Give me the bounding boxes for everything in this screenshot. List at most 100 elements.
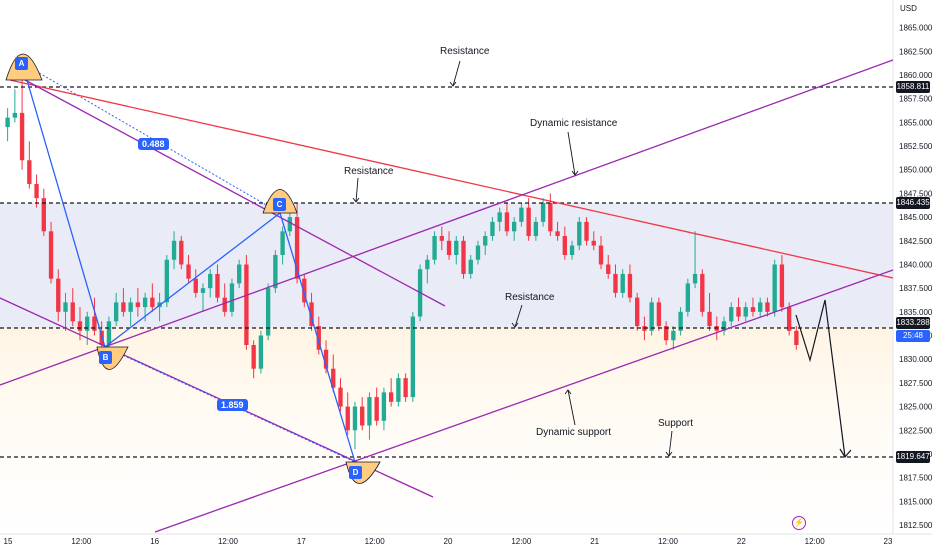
price-tag-1833[interactable]: 1833.288: [896, 317, 930, 329]
candle-body: [360, 406, 365, 426]
price-tick-label: 1860.000: [899, 71, 932, 80]
ratio-label-bd[interactable]: 1.859: [217, 399, 248, 411]
candle-body: [374, 397, 379, 421]
candle-body: [692, 273, 698, 284]
pivot-c-label[interactable]: C: [273, 198, 286, 211]
pivot-b-label[interactable]: B: [99, 351, 112, 364]
projection-arrowhead: [839, 448, 852, 459]
candle-body: [540, 202, 546, 222]
candle-body: [548, 202, 553, 232]
countdown-tag[interactable]: 25:48: [896, 330, 930, 342]
candle-body: [56, 278, 61, 312]
candle-body: [743, 307, 748, 317]
candle-body: [584, 221, 589, 241]
pivot-d-label[interactable]: D: [349, 466, 362, 479]
candle-body: [12, 112, 18, 118]
candle-body: [171, 240, 177, 260]
ratio-label-ac[interactable]: 0.488: [138, 138, 169, 150]
upper-channel-line[interactable]: [0, 59, 894, 386]
annotation-resistance-low[interactable]: Resistance: [505, 292, 555, 303]
time-tick-label: 17: [297, 537, 306, 546]
time-tick-label: 12:00: [365, 537, 386, 546]
lower-channel-line[interactable]: [154, 269, 894, 533]
candle-body: [273, 255, 278, 289]
candle-body: [490, 221, 495, 237]
candle-body: [302, 278, 307, 303]
candle-body: [142, 297, 148, 308]
candle-body: [403, 378, 408, 398]
price-tag-1819[interactable]: 1819.647: [896, 451, 930, 463]
price-tick-label: 1822.500: [899, 426, 932, 435]
candle-body: [294, 217, 300, 279]
candle-body: [258, 335, 264, 369]
time-tick-label: 12:00: [511, 537, 532, 546]
candle-body: [396, 378, 401, 402]
price-tick-label: 1840.000: [899, 260, 932, 269]
candle-body: [5, 117, 10, 128]
candle-body: [92, 316, 97, 331]
price-tick-label: 1830.000: [899, 355, 932, 364]
price-tag-1846[interactable]: 1846.435: [896, 197, 930, 209]
time-axis[interactable]: 15 12:00 16 12:00 17 12:00 20 12:00 21 12:00 22 12:…: [4, 537, 893, 546]
candle-body: [461, 240, 466, 274]
candle-body: [70, 302, 75, 322]
horizontal-levels[interactable]: [0, 86, 893, 458]
candle-body: [265, 288, 271, 336]
price-tick-label: 1852.500: [899, 142, 932, 151]
candle-body: [237, 264, 242, 284]
annotation-resistance-mid[interactable]: Resistance: [344, 166, 394, 177]
candle-body: [128, 302, 133, 312]
candle-body: [345, 406, 350, 431]
candle-body: [613, 273, 618, 293]
candle-body: [316, 326, 321, 350]
candle-body: [331, 368, 336, 388]
candle-body: [504, 212, 510, 232]
candle-body: [786, 307, 792, 331]
annotation-resistance-top[interactable]: Resistance: [440, 46, 490, 57]
annotation-dynamic-support[interactable]: Dynamic support: [536, 427, 612, 438]
currency-label: USD: [900, 4, 917, 13]
price-tick-label: 1847.500: [899, 189, 932, 198]
falling-channel-upper[interactable]: [24, 79, 446, 307]
candle-body: [569, 245, 575, 255]
candle-body: [222, 297, 227, 312]
candle-body: [48, 231, 54, 279]
candle-body: [106, 321, 112, 345]
candle-body: [287, 217, 293, 232]
time-tick-label: 12:00: [71, 537, 92, 546]
time-tick-label: 21: [590, 537, 599, 546]
price-tick-label: 1825.000: [899, 403, 932, 412]
annotation-dynamic-resistance[interactable]: Dynamic resistance: [530, 118, 618, 129]
abcd-pattern[interactable]: [21, 62, 356, 463]
flash-icon[interactable]: ⚡: [792, 516, 806, 530]
candle-body: [179, 240, 184, 265]
candle-body: [671, 330, 676, 341]
candle-body: [164, 259, 169, 303]
candle-body: [750, 307, 756, 312]
time-tick-label: 20: [444, 537, 453, 546]
projection-path[interactable]: [795, 299, 846, 458]
candle-body: [388, 392, 394, 402]
candle-body: [113, 302, 119, 322]
candle-body: [200, 288, 206, 293]
price-tick-label: 1845.000: [899, 213, 932, 222]
dynamic-resistance-line[interactable]: [9, 79, 894, 279]
candle-body: [758, 302, 763, 312]
candle-body: [591, 240, 596, 246]
candle-body: [620, 273, 625, 293]
candle-body: [251, 345, 256, 369]
annotation-support[interactable]: Support: [658, 418, 694, 429]
candle-body: [215, 273, 220, 298]
price-tick-label: 1857.500: [899, 95, 932, 104]
price-tag-1858[interactable]: 1858.811: [896, 81, 930, 93]
candle-body: [121, 302, 126, 312]
pivot-a-label[interactable]: A: [15, 57, 28, 70]
time-tick-label: 12:00: [218, 537, 239, 546]
candle-body: [656, 302, 662, 327]
candle-body: [533, 221, 539, 237]
price-tick-label: 1817.500: [899, 474, 932, 483]
candle-body: [410, 316, 416, 398]
candle-body: [446, 240, 452, 255]
